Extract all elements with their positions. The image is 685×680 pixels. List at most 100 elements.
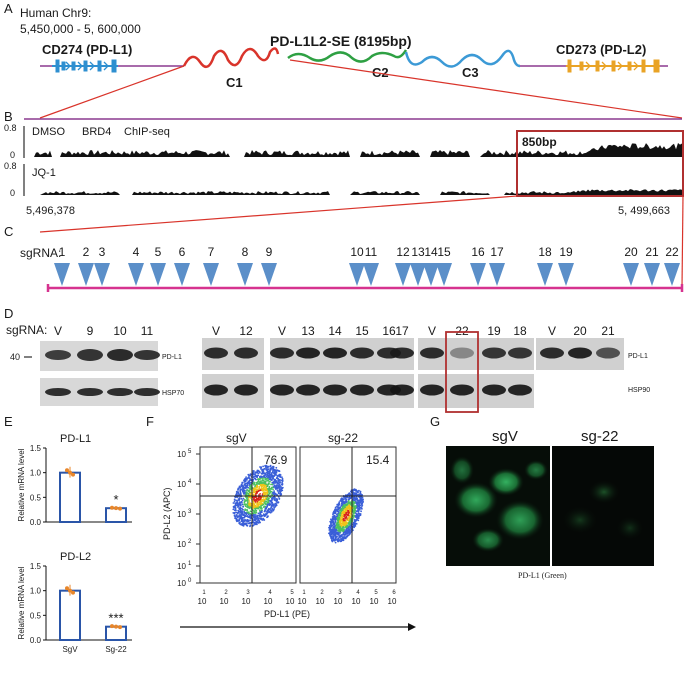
flow-y-tick-exp: 5: [188, 449, 192, 455]
flow-event-dot: [247, 522, 250, 525]
flow-event-dot: [347, 526, 350, 529]
flow-event-dot: [253, 491, 256, 494]
flow-event-dot: [262, 491, 265, 493]
chart-data-point: [110, 505, 114, 510]
wb-lane-label: V: [548, 324, 556, 338]
sgrna-guide-marker: [537, 263, 553, 286]
flow-event-dot: [349, 527, 352, 529]
flow-event-dot: [248, 503, 250, 506]
flow-event-dot: [265, 478, 267, 481]
flow-event-dot: [346, 527, 349, 530]
flow-event-dot: [270, 509, 272, 512]
wb-lane-label: 15: [355, 324, 369, 338]
sgrna-guide-label: 16: [471, 245, 485, 259]
track1-label-dmso: DMSO: [32, 126, 65, 138]
flow-y-tick-exp: 1: [188, 561, 192, 567]
flow-event-dot: [243, 498, 246, 501]
flow-event-dot: [260, 487, 263, 490]
flow-event-dot: [256, 516, 259, 518]
panel-f-letter: F: [146, 414, 154, 429]
flow-event-dot: [263, 498, 266, 501]
flow-event-dot: [353, 515, 356, 517]
flow-left-percent: 76.9: [264, 453, 288, 467]
flow-event-dot: [247, 486, 250, 489]
flow-event-dot: [260, 466, 263, 469]
flow-event-dot: [259, 501, 261, 504]
flow-event-dot: [246, 499, 249, 501]
flow-event-dot: [356, 499, 359, 502]
flow-event-dot: [332, 529, 335, 532]
se-constituent-c2: [287, 49, 408, 63]
chart-y-label: Relative mRNA level: [17, 448, 26, 521]
flow-event-dot: [346, 524, 349, 527]
flow-event-dot: [256, 470, 259, 473]
wb-band-pdl1: [350, 347, 374, 359]
flow-event-dot: [343, 537, 346, 540]
flow-event-dot: [241, 503, 244, 506]
flow-event-dot: [256, 500, 259, 503]
flow-event-dot: [242, 514, 245, 517]
flow-event-dot: [245, 515, 247, 518]
sgrna-guide-marker: [644, 263, 660, 286]
flow-event-dot: [353, 511, 356, 514]
track1-min: 0: [10, 150, 15, 160]
flow-event-dot: [243, 479, 246, 482]
flow-event-dot: [352, 523, 355, 525]
flow-event-dot: [240, 523, 243, 526]
flow-event-dot: [334, 531, 336, 533]
flow-x-tick-label: 10: [352, 597, 361, 606]
flow-event-dot: [237, 505, 240, 508]
flow-event-dot: [242, 497, 245, 500]
flow-event-dot: [267, 480, 270, 482]
flow-event-dot: [352, 512, 355, 515]
flow-event-dot: [274, 496, 276, 499]
microscopy-right-title: sg-22: [581, 428, 619, 445]
flow-event-dot: [264, 474, 266, 477]
flow-event-dot: [265, 492, 267, 494]
flow-event-dot: [243, 486, 246, 489]
flow-x-tick-label: 10: [316, 597, 325, 606]
flow-event-dot: [265, 487, 268, 490]
flow-event-dot: [347, 500, 350, 502]
track-dmso-signal: [24, 143, 682, 157]
flow-event-dot: [244, 505, 247, 508]
sgrna-guide-label: 2: [83, 245, 90, 259]
flow-event-dot: [242, 485, 245, 487]
flow-event-dot: [340, 514, 343, 516]
flow-event-dot: [339, 519, 342, 522]
flow-event-dot: [253, 521, 256, 524]
wb-band-hsp90: [323, 384, 347, 396]
flow-event-dot: [330, 522, 332, 525]
flow-event-dot: [281, 477, 284, 480]
flow-event-dot: [274, 499, 276, 502]
flow-event-dot: [281, 486, 284, 489]
flow-event-dot: [249, 484, 252, 487]
sgrna-guide-label: 7: [208, 245, 215, 259]
flow-y-tick-label: 10: [177, 450, 186, 459]
flow-event-dot: [263, 502, 266, 504]
flow-event-dot: [264, 514, 267, 517]
wb-marker-40: 40: [10, 352, 20, 362]
flow-event-dot: [342, 533, 345, 536]
wb-lane-label: 17: [395, 324, 409, 338]
flow-event-dot: [344, 537, 347, 540]
track2-min: 0: [10, 188, 15, 198]
wb-band-pdl1: [390, 347, 414, 359]
flow-event-dot: [267, 484, 269, 486]
flow-event-dot: [276, 484, 278, 486]
flow-event-dot: [333, 539, 336, 542]
flow-event-dot: [267, 474, 270, 477]
flow-event-dot: [337, 530, 340, 532]
flow-event-dot: [354, 516, 357, 518]
flow-event-dot: [348, 528, 351, 531]
flow-event-dot: [244, 482, 247, 485]
chart-category-label: Sg-22: [105, 645, 127, 654]
cd274-gene-model: [52, 59, 118, 73]
flow-event-dot: [345, 516, 347, 519]
flow-event-dot: [237, 503, 240, 505]
flow-event-dot: [341, 528, 343, 531]
flow-event-dot: [360, 496, 363, 499]
flow-event-dot: [238, 513, 241, 515]
flow-event-dot: [341, 509, 344, 511]
flow-event-dot: [328, 527, 331, 530]
